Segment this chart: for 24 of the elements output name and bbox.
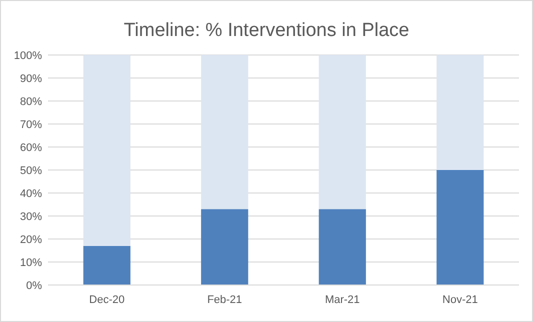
bar	[436, 170, 484, 285]
bar	[201, 209, 248, 285]
y-tick-label: 50%	[20, 164, 42, 177]
bar	[318, 209, 366, 285]
bar	[318, 55, 366, 210]
y-tick-label: 80%	[20, 96, 42, 108]
y-tick-label: 90%	[20, 72, 42, 85]
bar	[83, 55, 130, 246]
y-tick-label: 70%	[20, 118, 42, 131]
y-tick-label: 40%	[20, 188, 42, 200]
x-tick-label: Mar-21	[324, 294, 360, 306]
y-tick-label: 0%	[26, 280, 42, 292]
bar	[201, 55, 248, 210]
x-tick-label: Dec-20	[89, 294, 125, 306]
bar	[83, 246, 130, 285]
y-tick-label: 30%	[20, 210, 42, 223]
y-tick-label: 10%	[20, 256, 42, 269]
y-tick-label: 100%	[14, 50, 42, 62]
y-tick-label: 60%	[20, 142, 42, 154]
chart-title: Timeline: % Interventions in Place	[124, 20, 410, 41]
x-tick-label: Nov-21	[442, 294, 478, 306]
y-tick-label: 20%	[20, 234, 42, 246]
x-tick-label: Feb-21	[207, 294, 242, 306]
bar	[436, 55, 484, 170]
